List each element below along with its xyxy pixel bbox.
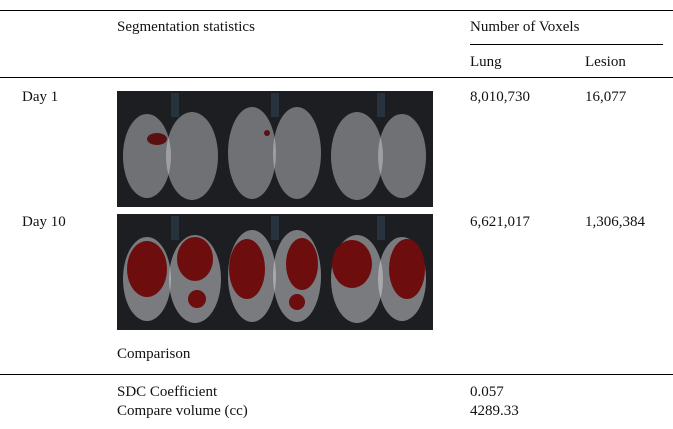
subheader: Lesion [585,54,626,70]
cell: 16,077 [585,89,627,105]
cell: 4289.33 [470,403,519,419]
subheader: Lung [470,54,502,70]
top-rule [0,10,673,11]
group-rule [470,44,663,45]
cell: 8,010,730 [470,89,530,105]
row-label: Day 1 [22,89,59,105]
cell: 0.057 [470,384,504,400]
header-col: Segmentation statistics [117,19,255,35]
lung-image-day10 [117,214,433,330]
header-group: Number of Voxels [470,19,580,35]
cell: 6,621,017 [470,214,530,230]
row-label: Compare volume (cc) [117,403,248,419]
row-label: Day 10 [22,214,66,230]
section-title: Comparison [117,346,191,362]
mid-rule [0,77,673,78]
lung-image-day1 [117,91,433,207]
cell: 1,306,384 [585,214,645,230]
bottom-rule [0,374,673,375]
row-label: SDC Coefficient [117,384,218,400]
